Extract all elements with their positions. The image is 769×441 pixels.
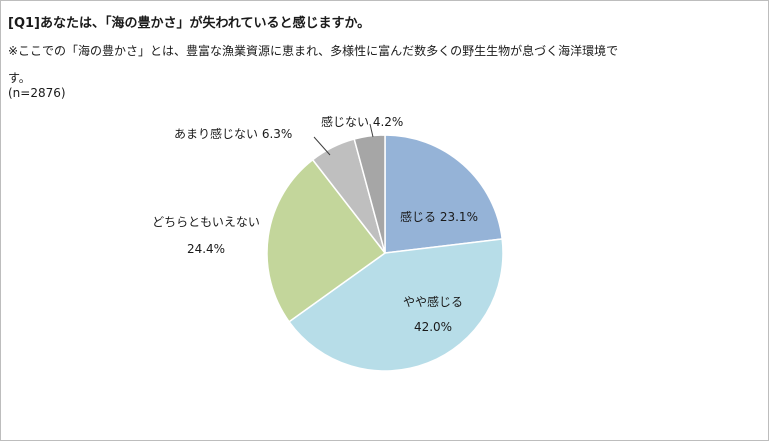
- slice-somewhat-feel: [288, 238, 504, 372]
- label-not-much: あまり感じない 6.3%: [174, 126, 292, 141]
- sample-size: (n=2876): [8, 86, 66, 100]
- slice-not-feel: [353, 134, 386, 254]
- leader-line-not-much: [313, 136, 331, 156]
- label-feel: 感じる 23.1%: [400, 209, 478, 224]
- pie-slices: [266, 134, 504, 372]
- definition-note: ※ここでの「海の豊かさ」とは、豊富な漁業資源に恵まれ、多様性に富んだ数多くの野生…: [8, 44, 619, 85]
- label-somewhat-feel: やや感じる: [403, 294, 463, 309]
- question-title: [Q1]あなたは、「海の豊かさ」が失われていると感じますか。: [8, 16, 371, 31]
- value-somewhat-feel: 42.0%: [414, 320, 452, 334]
- leader-line-not-feel: [369, 123, 374, 138]
- label-neither: どちらともいえない: [152, 215, 260, 229]
- slice-feel: [384, 134, 503, 254]
- label-not-feel: 感じない 4.2%: [321, 114, 403, 129]
- slice-neither: [266, 158, 387, 323]
- value-neither: 24.4%: [187, 242, 225, 256]
